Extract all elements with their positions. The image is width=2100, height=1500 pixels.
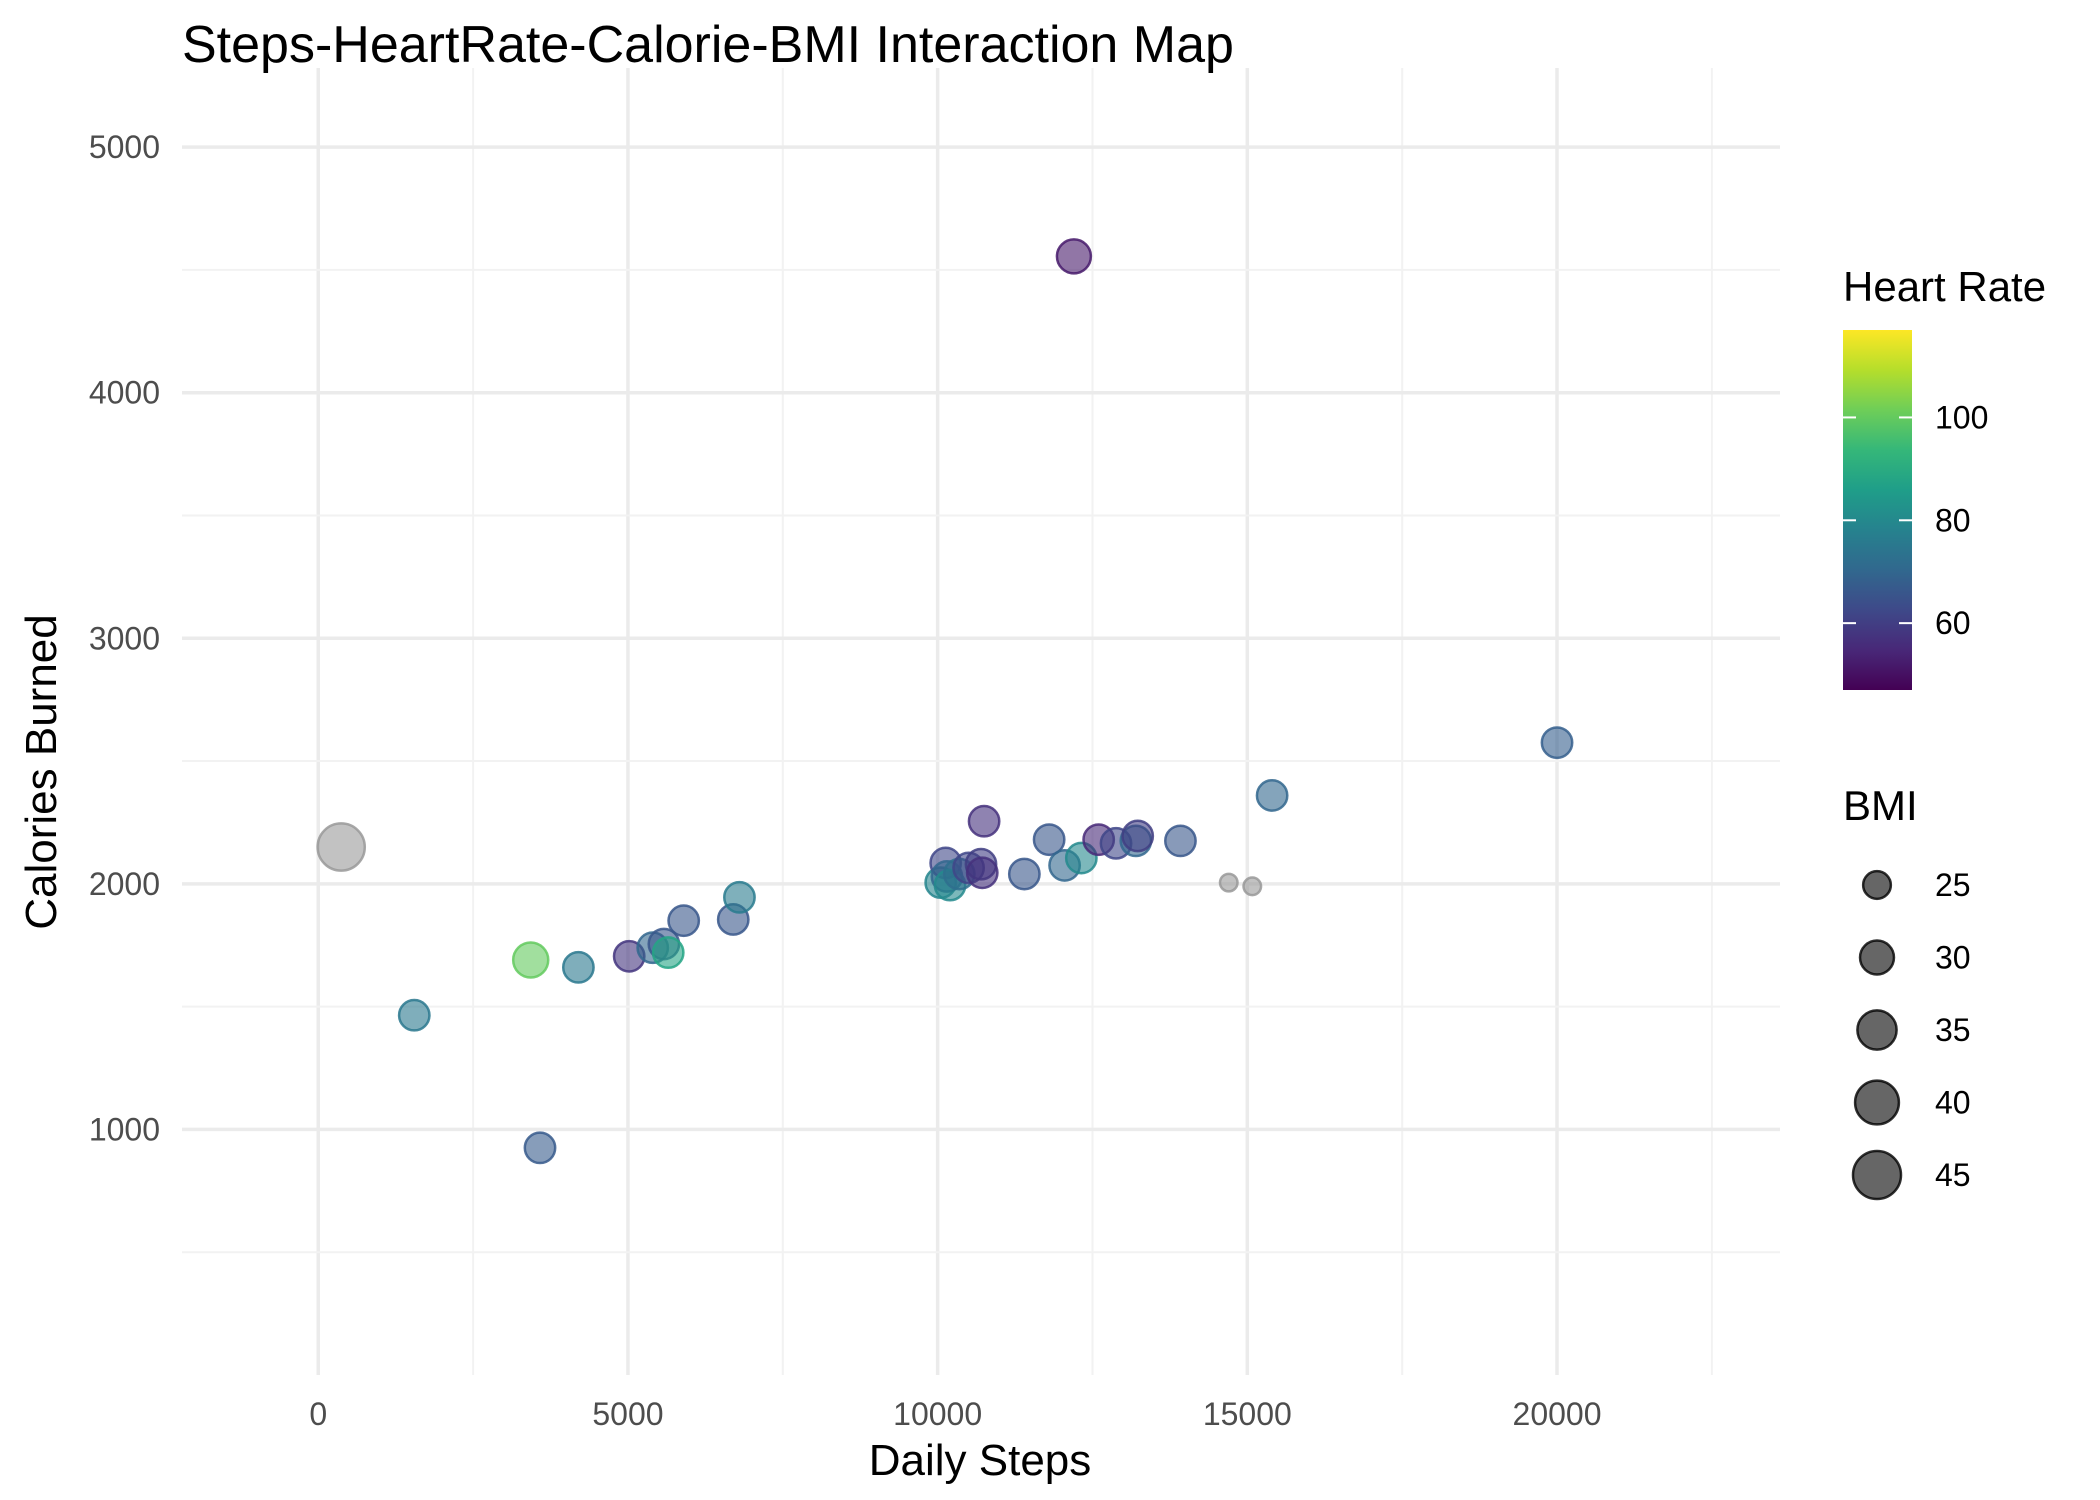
y-tick-label: 3000 bbox=[89, 620, 160, 656]
x-tick-label: 10000 bbox=[893, 1396, 982, 1432]
heart-rate-legend-title: Heart Rate bbox=[1843, 263, 2046, 310]
bmi-legend-keys: 25 30 35 40 45 bbox=[1851, 867, 1971, 1201]
data-point bbox=[1218, 872, 1239, 893]
bmi-legend-key bbox=[1856, 1009, 1898, 1051]
colorbar-tick-label: 60 bbox=[1935, 605, 1971, 641]
x-tick-label: 5000 bbox=[592, 1396, 663, 1432]
bmi-legend-key bbox=[1851, 1149, 1903, 1201]
data-point bbox=[967, 804, 1001, 838]
x-tick-label: 0 bbox=[309, 1396, 327, 1432]
x-axis-title: Daily Steps bbox=[869, 1436, 1092, 1485]
data-point bbox=[397, 998, 431, 1032]
y-axis-tick-labels: 1000 2000 3000 4000 5000 bbox=[89, 129, 160, 1147]
data-point bbox=[1255, 779, 1289, 812]
chart-title: Steps-HeartRate-Calorie-BMI Interaction … bbox=[182, 16, 1234, 74]
data-point bbox=[651, 936, 685, 970]
grid-lines bbox=[182, 68, 1780, 1375]
bmi-legend-key bbox=[1858, 939, 1896, 976]
x-tick-label: 20000 bbox=[1513, 1396, 1602, 1432]
colorbar-tick-label: 100 bbox=[1935, 399, 1988, 435]
y-tick-label: 5000 bbox=[89, 129, 160, 165]
data-point bbox=[1121, 819, 1155, 853]
bmi-legend: BMI 25 30 35 40 45 bbox=[1843, 782, 1971, 1201]
bmi-legend-label: 45 bbox=[1935, 1157, 1971, 1193]
data-point bbox=[1242, 876, 1263, 897]
bmi-legend-title: BMI bbox=[1843, 782, 1918, 829]
data-point bbox=[523, 1131, 557, 1165]
heart-rate-legend: Heart Rate 60 80 100 bbox=[1843, 263, 2046, 690]
data-point bbox=[1007, 857, 1041, 891]
data-point bbox=[316, 822, 367, 872]
colorbar-tick-label: 80 bbox=[1935, 502, 1971, 538]
bmi-legend-key bbox=[1853, 1079, 1901, 1126]
data-point bbox=[723, 880, 756, 914]
y-tick-label: 4000 bbox=[89, 375, 160, 411]
data-point bbox=[561, 950, 595, 984]
data-point bbox=[1540, 726, 1574, 760]
data-point bbox=[1032, 823, 1066, 857]
x-tick-label: 15000 bbox=[1203, 1396, 1292, 1432]
plot-panel bbox=[182, 68, 1780, 1375]
data-point bbox=[1055, 238, 1093, 275]
bmi-legend-label: 35 bbox=[1935, 1012, 1971, 1048]
y-axis-title: Calories Burned bbox=[17, 614, 66, 930]
bmi-legend-label: 25 bbox=[1935, 867, 1971, 903]
data-points bbox=[316, 238, 1574, 1165]
y-tick-label: 1000 bbox=[89, 1111, 160, 1147]
heart-rate-colorbar bbox=[1843, 330, 1912, 690]
data-point bbox=[667, 904, 701, 938]
data-point bbox=[511, 941, 550, 979]
bmi-legend-label: 30 bbox=[1935, 940, 1971, 976]
data-point bbox=[1164, 824, 1197, 858]
x-axis-tick-labels: 0 5000 10000 15000 20000 bbox=[309, 1396, 1601, 1432]
data-point bbox=[965, 856, 999, 890]
y-tick-label: 2000 bbox=[89, 866, 160, 902]
bmi-legend-label: 40 bbox=[1935, 1085, 1971, 1121]
heart-rate-legend-ticks: 60 80 100 bbox=[1843, 399, 1988, 641]
bmi-legend-key bbox=[1861, 869, 1893, 901]
